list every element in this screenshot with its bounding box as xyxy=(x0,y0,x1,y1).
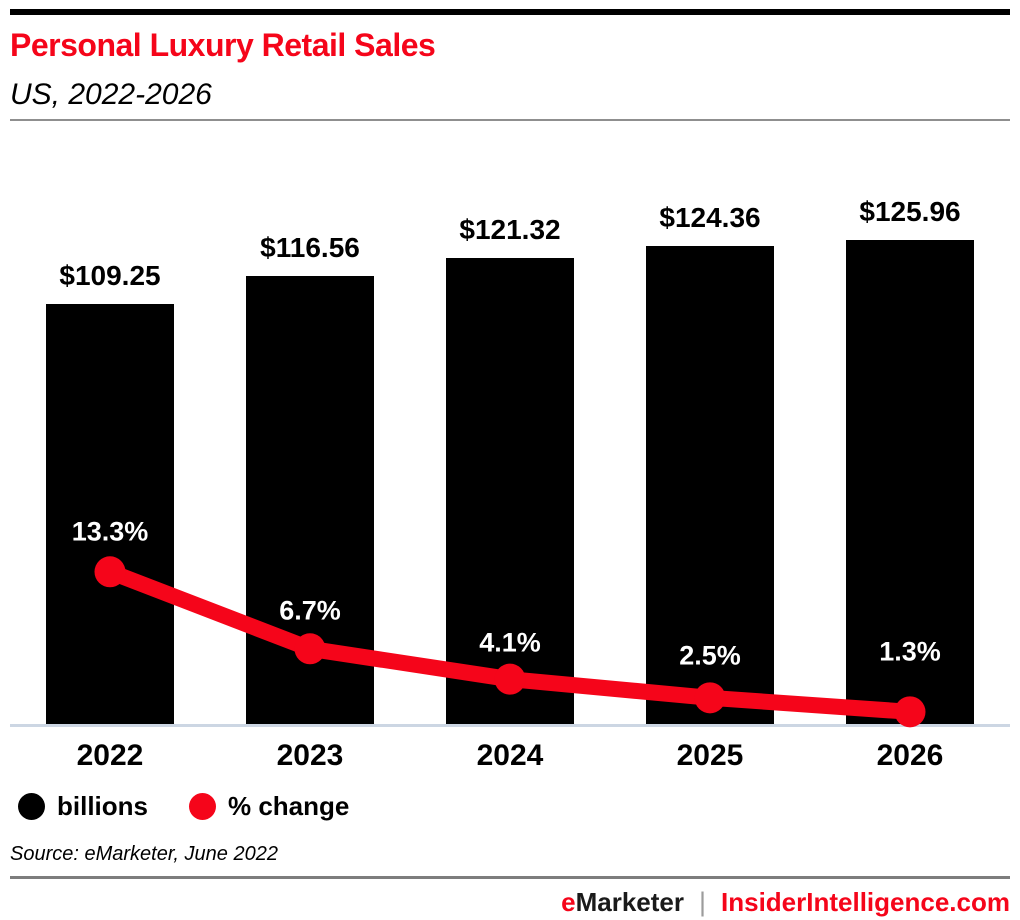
data-point-2024 xyxy=(494,663,526,695)
pct-change-circle-icon xyxy=(189,793,216,820)
bar-value-label-2025: $124.36 xyxy=(659,202,761,234)
pct-label-2026: 1.3% xyxy=(879,636,941,667)
legend-item-billions: billions xyxy=(18,791,148,822)
legend-item-pct-change: % change xyxy=(189,791,349,822)
bar-2026 xyxy=(846,239,974,724)
header-divider xyxy=(10,119,1010,121)
source-note: Source: eMarketer, June 2022 xyxy=(10,843,278,865)
legend: billions % change xyxy=(18,791,349,822)
bar-2022 xyxy=(46,304,174,724)
legend-label-pct-change: % change xyxy=(228,791,350,821)
data-point-2022 xyxy=(94,556,126,588)
footer-brand-rest: Marketer xyxy=(575,887,684,917)
footer: eMarketer | InsiderIntelligence.com xyxy=(561,887,1010,918)
data-point-2025 xyxy=(694,682,726,714)
pct-label-2025: 2.5% xyxy=(679,640,741,671)
bar-2025 xyxy=(646,246,774,724)
footer-separator: | xyxy=(699,887,707,917)
footer-brand: eMarketer xyxy=(561,887,684,918)
x-axis-label-2024: 2024 xyxy=(476,739,544,772)
pct-label-2024: 4.1% xyxy=(479,627,541,658)
chart-subtitle: US, 2022-2026 xyxy=(10,78,212,111)
bar-value-label-2026: $125.96 xyxy=(859,195,961,227)
footer-brand-e: e xyxy=(561,887,576,917)
x-axis-baseline xyxy=(10,724,1010,727)
bar-2024 xyxy=(446,257,574,724)
pct-label-2023: 6.7% xyxy=(279,595,341,626)
x-axis-label-2025: 2025 xyxy=(676,739,744,772)
bar-value-label-2023: $116.56 xyxy=(260,232,360,264)
bar-value-label-2024: $121.32 xyxy=(459,213,561,245)
top-rule xyxy=(10,9,1010,15)
data-point-2023 xyxy=(294,633,326,665)
footer-divider xyxy=(10,876,1010,879)
chart-title: Personal Luxury Retail Sales xyxy=(10,27,436,63)
billions-circle-icon xyxy=(18,793,45,820)
legend-label-billions: billions xyxy=(57,791,148,821)
x-axis-label-2022: 2022 xyxy=(76,739,144,772)
x-axis-label-2026: 2026 xyxy=(876,739,944,772)
pct-label-2022: 13.3% xyxy=(71,516,149,547)
bar-value-label-2022: $109.25 xyxy=(59,260,161,292)
data-point-2026 xyxy=(894,696,926,728)
footer-site: InsiderIntelligence.com xyxy=(721,887,1010,917)
x-axis-label-2023: 2023 xyxy=(276,739,344,772)
